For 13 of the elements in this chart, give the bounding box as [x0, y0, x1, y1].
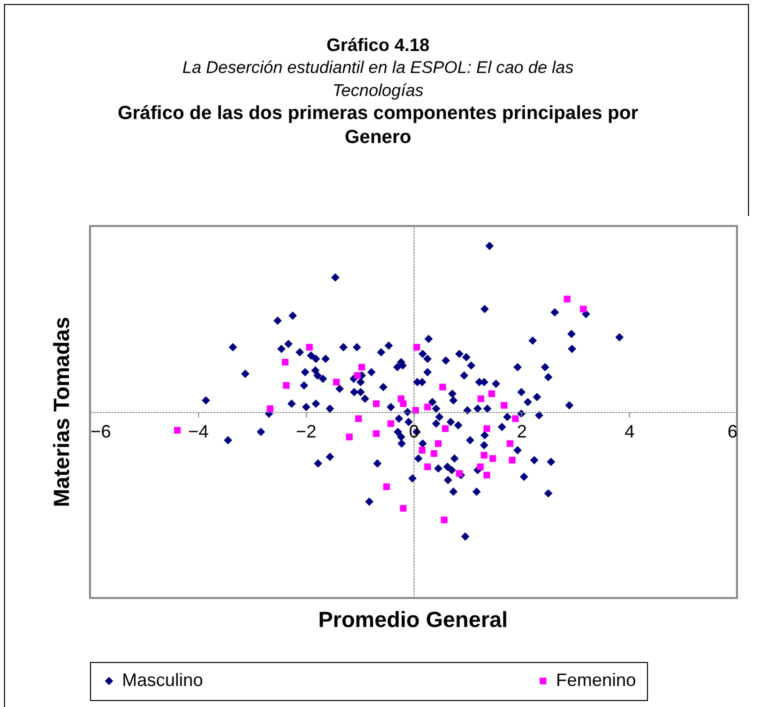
x-tick-label: −2: [296, 422, 316, 442]
text: Gráfico de las dos primeras componentes principales por Genero: [116, 102, 640, 150]
x-tick-label: 4: [624, 422, 635, 442]
x-axis-title: Promedio General: [318, 607, 508, 633]
chart-subtitle: La Deserción estudiantil en la ESPOL: El cao de las Tecnologías: [181, 57, 575, 102]
x-tick-label: 6: [727, 422, 738, 442]
x-tick-label: −6: [90, 422, 112, 442]
legend-label: Femenino: [556, 670, 636, 690]
chart-title: Gráfico 4.18: [325, 34, 431, 56]
legend-label: Masculino: [122, 670, 204, 690]
x-tick-label: 2: [516, 422, 527, 442]
x-tick-label: −4: [188, 422, 209, 442]
y-axis-title: Materias Tomadas: [49, 316, 75, 508]
